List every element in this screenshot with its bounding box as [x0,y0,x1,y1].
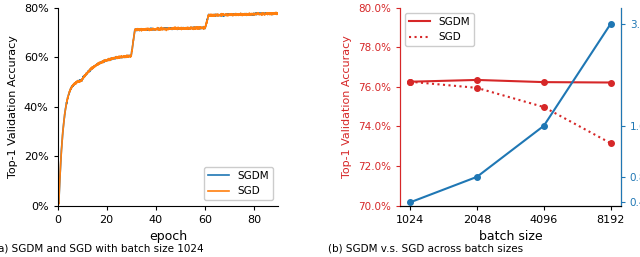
SGD [55,203,63,206]
SGD [607,142,614,145]
Legend: SGDM, SGD: SGDM, SGD [405,13,474,47]
SGD [101,59,109,62]
SGDM [101,59,109,62]
Text: (a) SGDM and SGD with batch size 1024: (a) SGDM and SGD with batch size 1024 [0,244,204,254]
SGD [540,106,548,109]
SGDM [473,78,481,81]
Y-axis label: Top-1 Validation Accuracy: Top-1 Validation Accuracy [8,35,19,178]
SGDM [136,29,144,32]
Text: (b) SGDM v.s. SGD across batch sizes: (b) SGDM v.s. SGD across batch sizes [328,244,523,254]
SGDM [275,12,282,15]
SGD [406,80,414,83]
Line: SGD: SGD [58,12,278,204]
SGDM [607,81,614,84]
SGD [473,86,481,89]
SGDM [540,81,548,84]
SGDM [144,28,152,31]
SGDM [406,80,414,83]
SGD [136,28,144,31]
X-axis label: batch size: batch size [479,230,542,243]
X-axis label: epoch: epoch [149,230,187,243]
SGD [145,28,153,31]
SGD [144,28,152,31]
SGD [54,202,61,205]
Y-axis label: Top-1 Validation Accuracy: Top-1 Validation Accuracy [342,35,353,178]
Line: SGDM: SGDM [58,13,278,203]
Line: SGD: SGD [407,79,614,146]
SGD [272,11,280,14]
SGD [67,88,74,91]
SGDM [54,201,61,205]
SGDM [205,13,212,16]
SGD [275,12,282,15]
Legend: SGDM, SGD: SGDM, SGD [204,167,273,200]
SGDM [55,202,63,205]
SGDM [67,88,74,91]
SGDM [271,11,278,14]
SGDM [145,27,153,31]
Line: SGDM: SGDM [407,77,614,85]
SGD [205,14,212,17]
